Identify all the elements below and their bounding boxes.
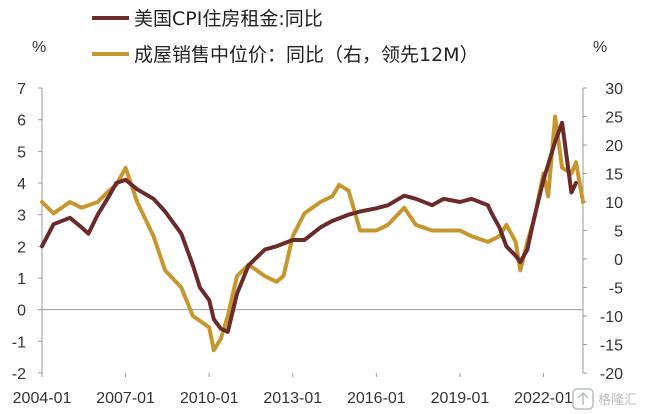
left-tick-label: 0 — [17, 303, 26, 320]
right-tick-label: 5 — [614, 224, 623, 241]
left-tick-label: -1 — [12, 334, 26, 351]
left-tick-label: -2 — [12, 366, 26, 383]
left-tick-label: 1 — [17, 271, 26, 288]
x-tick-label: 2022-01 — [514, 390, 573, 407]
left-tick-label: 3 — [17, 208, 26, 225]
left-tick-label: 7 — [17, 81, 26, 98]
right-tick-label: 20 — [605, 138, 623, 155]
gelonghui-logo-icon — [572, 388, 594, 410]
right-tick-label: -20 — [600, 366, 623, 383]
right-tick-label: 0 — [614, 252, 623, 269]
right-tick-label: -5 — [609, 281, 623, 298]
legend-label-rent: 美国CPI住房租金:同比 — [134, 8, 323, 30]
x-tick-label: 2013-01 — [263, 390, 322, 407]
x-tick-label: 2016-01 — [347, 390, 406, 407]
right-tick-label: -10 — [600, 309, 623, 326]
x-tick-label: 2007-01 — [96, 390, 155, 407]
legend-label-home-price: 成屋销售中位价：同比（右，领先12M） — [134, 44, 479, 66]
right-tick-label: 30 — [605, 81, 623, 98]
legend: 美国CPI住房租金:同比 成屋销售中位价：同比（右，领先12M） — [92, 8, 479, 66]
series-layer — [40, 114, 585, 353]
left-tick-label: 2 — [17, 239, 26, 256]
right-axis-unit: % — [593, 39, 607, 56]
axes: -2-101234567-20-15-10-50510152025302004-… — [12, 81, 623, 407]
x-tick-label: 2010-01 — [180, 390, 239, 407]
x-tick-label: 2004-01 — [13, 390, 72, 407]
left-axis-unit: % — [32, 39, 46, 56]
left-tick-label: 5 — [17, 144, 26, 161]
series-line-rent — [40, 120, 578, 334]
right-tick-label: 10 — [605, 195, 623, 212]
right-tick-label: -15 — [600, 338, 623, 355]
left-tick-label: 6 — [17, 113, 26, 130]
watermark-text: 格隆汇 — [598, 392, 637, 408]
right-tick-label: 25 — [605, 110, 623, 127]
watermark: 格隆汇 — [572, 388, 637, 410]
left-tick-label: 4 — [17, 176, 26, 193]
right-tick-label: 15 — [605, 167, 623, 184]
x-tick-label: 2019-01 — [431, 390, 490, 407]
